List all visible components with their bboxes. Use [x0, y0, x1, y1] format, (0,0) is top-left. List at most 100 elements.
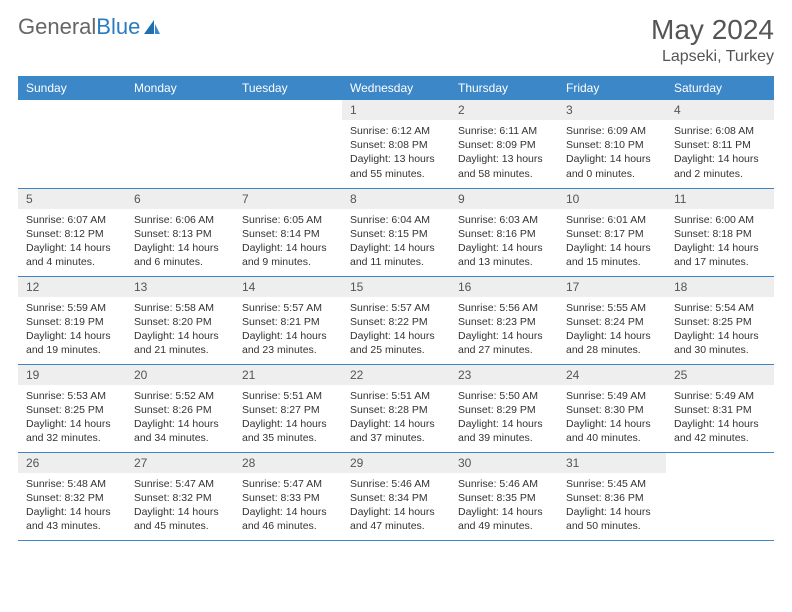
- day-number: 15: [342, 277, 450, 297]
- sunset-text: Sunset: 8:16 PM: [458, 227, 550, 241]
- sunrise-text: Sunrise: 6:01 AM: [566, 213, 658, 227]
- sunrise-text: Sunrise: 5:57 AM: [350, 301, 442, 315]
- daylight-text: Daylight: 14 hours and 45 minutes.: [134, 505, 226, 533]
- daylight-text: Daylight: 14 hours and 42 minutes.: [674, 417, 766, 445]
- day-info: Sunrise: 5:49 AMSunset: 8:31 PMDaylight:…: [666, 385, 774, 450]
- calendar-day-cell: 26Sunrise: 5:48 AMSunset: 8:32 PMDayligh…: [18, 452, 126, 540]
- day-info: Sunrise: 5:52 AMSunset: 8:26 PMDaylight:…: [126, 385, 234, 450]
- day-number: 5: [18, 189, 126, 209]
- day-info: Sunrise: 6:08 AMSunset: 8:11 PMDaylight:…: [666, 120, 774, 185]
- daylight-text: Daylight: 14 hours and 40 minutes.: [566, 417, 658, 445]
- calendar-day-cell: 28Sunrise: 5:47 AMSunset: 8:33 PMDayligh…: [234, 452, 342, 540]
- calendar-day-cell: 21Sunrise: 5:51 AMSunset: 8:27 PMDayligh…: [234, 364, 342, 452]
- sunrise-text: Sunrise: 6:07 AM: [26, 213, 118, 227]
- day-number: 21: [234, 365, 342, 385]
- calendar-day-cell: 27Sunrise: 5:47 AMSunset: 8:32 PMDayligh…: [126, 452, 234, 540]
- sunset-text: Sunset: 8:13 PM: [134, 227, 226, 241]
- weekday-header: Tuesday: [234, 76, 342, 100]
- sunset-text: Sunset: 8:27 PM: [242, 403, 334, 417]
- day-info: Sunrise: 6:05 AMSunset: 8:14 PMDaylight:…: [234, 209, 342, 274]
- sunset-text: Sunset: 8:32 PM: [134, 491, 226, 505]
- sunset-text: Sunset: 8:28 PM: [350, 403, 442, 417]
- day-number: 17: [558, 277, 666, 297]
- day-info: Sunrise: 5:51 AMSunset: 8:27 PMDaylight:…: [234, 385, 342, 450]
- sunset-text: Sunset: 8:26 PM: [134, 403, 226, 417]
- sunrise-text: Sunrise: 5:53 AM: [26, 389, 118, 403]
- day-number: 28: [234, 453, 342, 473]
- sunrise-text: Sunrise: 5:51 AM: [242, 389, 334, 403]
- sunrise-text: Sunrise: 6:04 AM: [350, 213, 442, 227]
- calendar-day-cell: 12Sunrise: 5:59 AMSunset: 8:19 PMDayligh…: [18, 276, 126, 364]
- day-number: 8: [342, 189, 450, 209]
- sunrise-text: Sunrise: 5:50 AM: [458, 389, 550, 403]
- sunrise-text: Sunrise: 5:47 AM: [134, 477, 226, 491]
- daylight-text: Daylight: 14 hours and 50 minutes.: [566, 505, 658, 533]
- sunrise-text: Sunrise: 5:56 AM: [458, 301, 550, 315]
- day-number: 2: [450, 100, 558, 120]
- day-info: Sunrise: 6:07 AMSunset: 8:12 PMDaylight:…: [18, 209, 126, 274]
- calendar-day-cell: 4Sunrise: 6:08 AMSunset: 8:11 PMDaylight…: [666, 100, 774, 188]
- day-number: 13: [126, 277, 234, 297]
- daylight-text: Daylight: 14 hours and 17 minutes.: [674, 241, 766, 269]
- sunset-text: Sunset: 8:25 PM: [674, 315, 766, 329]
- day-info: Sunrise: 5:57 AMSunset: 8:21 PMDaylight:…: [234, 297, 342, 362]
- day-number: 31: [558, 453, 666, 473]
- sunset-text: Sunset: 8:30 PM: [566, 403, 658, 417]
- day-number: 27: [126, 453, 234, 473]
- sunset-text: Sunset: 8:14 PM: [242, 227, 334, 241]
- calendar-day-cell: 10Sunrise: 6:01 AMSunset: 8:17 PMDayligh…: [558, 188, 666, 276]
- calendar-day-cell: 15Sunrise: 5:57 AMSunset: 8:22 PMDayligh…: [342, 276, 450, 364]
- calendar-week-row: 26Sunrise: 5:48 AMSunset: 8:32 PMDayligh…: [18, 452, 774, 540]
- day-info: Sunrise: 6:11 AMSunset: 8:09 PMDaylight:…: [450, 120, 558, 185]
- sunset-text: Sunset: 8:12 PM: [26, 227, 118, 241]
- sunrise-text: Sunrise: 5:45 AM: [566, 477, 658, 491]
- day-number: 4: [666, 100, 774, 120]
- calendar-day-cell: .: [18, 100, 126, 188]
- daylight-text: Daylight: 14 hours and 21 minutes.: [134, 329, 226, 357]
- calendar-day-cell: 3Sunrise: 6:09 AMSunset: 8:10 PMDaylight…: [558, 100, 666, 188]
- sunrise-text: Sunrise: 5:55 AM: [566, 301, 658, 315]
- sunset-text: Sunset: 8:24 PM: [566, 315, 658, 329]
- daylight-text: Daylight: 14 hours and 37 minutes.: [350, 417, 442, 445]
- daylight-text: Daylight: 14 hours and 28 minutes.: [566, 329, 658, 357]
- calendar-day-cell: 1Sunrise: 6:12 AMSunset: 8:08 PMDaylight…: [342, 100, 450, 188]
- sunrise-text: Sunrise: 5:58 AM: [134, 301, 226, 315]
- calendar-day-cell: 20Sunrise: 5:52 AMSunset: 8:26 PMDayligh…: [126, 364, 234, 452]
- logo: GeneralBlue: [18, 14, 162, 40]
- calendar-day-cell: .: [666, 452, 774, 540]
- day-info: Sunrise: 6:09 AMSunset: 8:10 PMDaylight:…: [558, 120, 666, 185]
- day-info: Sunrise: 5:47 AMSunset: 8:33 PMDaylight:…: [234, 473, 342, 538]
- sunrise-text: Sunrise: 5:46 AM: [458, 477, 550, 491]
- daylight-text: Daylight: 14 hours and 6 minutes.: [134, 241, 226, 269]
- calendar-day-cell: 14Sunrise: 5:57 AMSunset: 8:21 PMDayligh…: [234, 276, 342, 364]
- day-number: 23: [450, 365, 558, 385]
- logo-text-1: General: [18, 14, 96, 40]
- sunrise-text: Sunrise: 5:51 AM: [350, 389, 442, 403]
- sunset-text: Sunset: 8:23 PM: [458, 315, 550, 329]
- day-info: Sunrise: 5:47 AMSunset: 8:32 PMDaylight:…: [126, 473, 234, 538]
- title-block: May 2024 Lapseki, Turkey: [651, 14, 774, 66]
- daylight-text: Daylight: 14 hours and 39 minutes.: [458, 417, 550, 445]
- sunset-text: Sunset: 8:20 PM: [134, 315, 226, 329]
- day-info: Sunrise: 6:06 AMSunset: 8:13 PMDaylight:…: [126, 209, 234, 274]
- sunset-text: Sunset: 8:29 PM: [458, 403, 550, 417]
- daylight-text: Daylight: 14 hours and 13 minutes.: [458, 241, 550, 269]
- daylight-text: Daylight: 14 hours and 46 minutes.: [242, 505, 334, 533]
- sunrise-text: Sunrise: 6:05 AM: [242, 213, 334, 227]
- sunrise-text: Sunrise: 5:49 AM: [674, 389, 766, 403]
- daylight-text: Daylight: 14 hours and 43 minutes.: [26, 505, 118, 533]
- calendar-day-cell: 25Sunrise: 5:49 AMSunset: 8:31 PMDayligh…: [666, 364, 774, 452]
- sunset-text: Sunset: 8:18 PM: [674, 227, 766, 241]
- day-number: 18: [666, 277, 774, 297]
- daylight-text: Daylight: 14 hours and 4 minutes.: [26, 241, 118, 269]
- calendar-day-cell: 22Sunrise: 5:51 AMSunset: 8:28 PMDayligh…: [342, 364, 450, 452]
- daylight-text: Daylight: 14 hours and 27 minutes.: [458, 329, 550, 357]
- day-info: Sunrise: 6:01 AMSunset: 8:17 PMDaylight:…: [558, 209, 666, 274]
- day-info: Sunrise: 5:57 AMSunset: 8:22 PMDaylight:…: [342, 297, 450, 362]
- day-number: 26: [18, 453, 126, 473]
- day-info: Sunrise: 6:03 AMSunset: 8:16 PMDaylight:…: [450, 209, 558, 274]
- sunrise-text: Sunrise: 5:54 AM: [674, 301, 766, 315]
- day-number: 12: [18, 277, 126, 297]
- day-number: 24: [558, 365, 666, 385]
- day-number: 30: [450, 453, 558, 473]
